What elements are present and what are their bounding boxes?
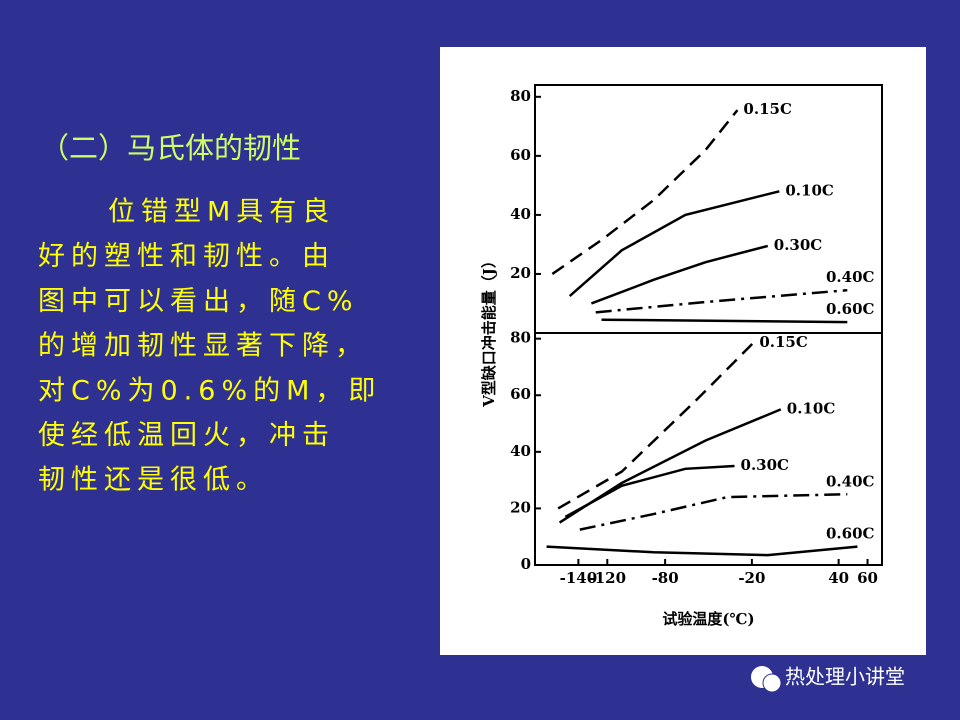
y-tick-label: 20	[510, 498, 531, 516]
figure-background	[440, 47, 926, 655]
y-axis-label: V型缺口冲击能量（J）	[480, 253, 498, 408]
curve-label: 0.10C	[785, 181, 834, 199]
curve	[579, 493, 848, 531]
curve	[564, 464, 735, 518]
curve-label: 0.30C	[774, 236, 823, 254]
curve-label: 0.60C	[826, 300, 875, 318]
x-tick-label: -120	[589, 569, 627, 587]
x-tick-label: 40	[828, 569, 849, 587]
watermark-icon	[762, 673, 782, 693]
curve-label: 0.15C	[759, 333, 808, 351]
y-tick-label: 40	[510, 205, 531, 223]
y-tick-label: 80	[510, 329, 531, 347]
body-line: 图中可以看出，随C%	[38, 286, 359, 317]
body-line: 使经低温回火，冲击	[38, 420, 335, 451]
body-line: 韧性还是很低。	[38, 465, 269, 496]
curve	[546, 545, 858, 557]
body-line: 对C%为0.6%的M，即	[38, 375, 381, 406]
y-tick-label: 20	[510, 264, 531, 282]
x-tick-label: -140	[560, 569, 598, 587]
curve-label: 0.60C	[826, 525, 875, 543]
curve-label: 0.40C	[826, 472, 875, 490]
curve-label: 0.40C	[826, 268, 875, 286]
figure: 20406080V型缺口冲击能量（J）0.15C0.10C0.30C0.40C0…	[480, 84, 883, 628]
heading: （二）马氏体的韧性	[40, 131, 301, 165]
body-line: 好的塑性和韧性。由	[38, 241, 335, 272]
y-tick-label: 60	[510, 146, 531, 164]
x-tick-label: 60	[857, 569, 878, 587]
curve	[590, 244, 769, 305]
body-line: 位错型M具有良	[108, 197, 335, 228]
y-tick-label: 60	[510, 385, 531, 403]
y-tick-label: 40	[510, 442, 531, 460]
curve	[568, 190, 780, 298]
plot-frame	[534, 332, 883, 566]
curve	[601, 318, 848, 324]
x-tick-label: -80	[652, 569, 679, 587]
curve-label: 0.10C	[787, 399, 836, 417]
curve	[595, 288, 848, 314]
x-axis-label: 试验温度(℃)	[662, 610, 754, 628]
y-tick-label: 0	[521, 555, 531, 573]
curve-label: 0.30C	[741, 456, 790, 474]
body-line: 的增加韧性显著下降，	[38, 331, 368, 362]
watermark: 热处理小讲堂	[785, 665, 905, 689]
x-tick-label: -20	[738, 569, 765, 587]
y-tick-label: 80	[510, 87, 531, 105]
curve-label: 0.15C	[743, 100, 792, 118]
